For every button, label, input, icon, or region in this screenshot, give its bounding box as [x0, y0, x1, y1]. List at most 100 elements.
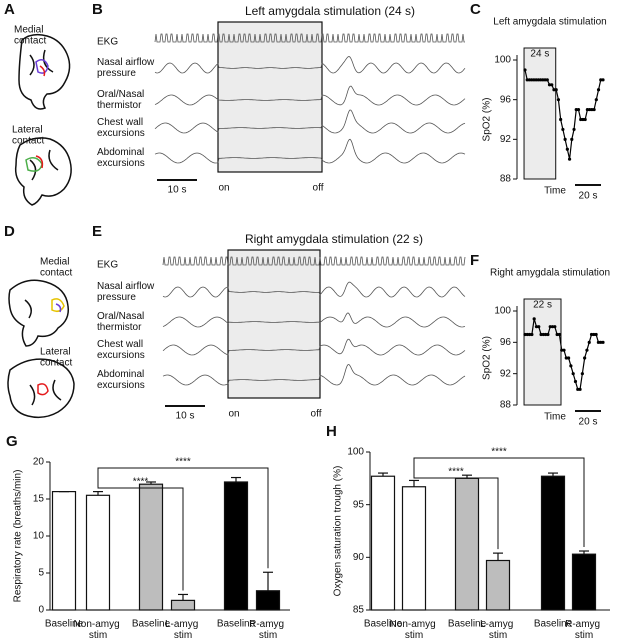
trace-label: pressure [97, 68, 136, 79]
spo2-point [594, 332, 598, 337]
y-tick-label: 100 [494, 306, 511, 317]
spo2-point [599, 340, 603, 344]
stimulation-window [523, 298, 562, 406]
y-tick-label: 88 [500, 174, 512, 185]
x-axis-label: Time [544, 412, 566, 423]
trace-waveform [154, 109, 466, 134]
spo2-point [525, 332, 529, 337]
spo2-point [585, 348, 589, 352]
panel-title: Right amygdala stimulation (22 s) [245, 232, 423, 246]
trace-label: Chest wall [97, 339, 143, 350]
spo2-point [552, 88, 556, 92]
spo2-point [578, 387, 582, 391]
spo2-point [588, 107, 592, 112]
y-axis-label: SpO2 (%) [482, 98, 493, 142]
bar [85, 494, 111, 611]
panel-letter: E [92, 223, 102, 240]
significance-label: **** [175, 457, 191, 468]
trace-waveform [162, 364, 466, 386]
trace-label: Abdominal [97, 369, 144, 380]
significance-label: **** [448, 467, 464, 478]
x-axis-label: Time [544, 186, 566, 197]
trace-label: EKG [97, 260, 118, 271]
y-tick-label: 0 [38, 605, 44, 616]
bar [540, 475, 566, 611]
trace-label: excursions [97, 158, 145, 169]
spo2-point [545, 78, 549, 82]
spo2-point [527, 78, 532, 82]
stim-on-label: on [218, 183, 229, 194]
x-tick-label: L-amyg stim [165, 619, 201, 640]
trace-label: excursions [97, 128, 145, 139]
trace-label: thermistor [97, 100, 142, 111]
stimulation-window [227, 249, 321, 399]
significance-label: **** [491, 447, 507, 458]
x-tick-label: Baseline [534, 619, 573, 630]
spo2-point [570, 137, 574, 141]
trace-label: excursions [97, 380, 145, 391]
contact-highlights [25, 59, 65, 396]
trace-label: Nasal airflow [97, 281, 155, 292]
spo2-point [532, 317, 536, 321]
y-tick-label: 15 [33, 494, 45, 505]
stim-off-label: off [311, 409, 322, 420]
spo2-point [566, 356, 571, 360]
spo2-point [532, 78, 536, 82]
contact-label: Lateral [40, 347, 71, 358]
spo2-point [567, 157, 572, 161]
spo2-point [594, 98, 598, 102]
trace-label: Abdominal [97, 147, 144, 158]
spo2-point [601, 340, 605, 344]
x-tick-label: Baseline [364, 619, 403, 630]
panel-title: Left amygdala stimulation (24 s) [245, 4, 415, 18]
x-tick-label: Baseline [132, 619, 171, 630]
stimulation-duration: 22 s [533, 300, 552, 311]
panel-letter: A [4, 1, 15, 18]
spo2-point [579, 117, 583, 122]
spo2-point [564, 356, 568, 360]
y-axis-label: Respiratory rate (breaths/min) [13, 470, 24, 603]
panel-letter: G [6, 433, 18, 450]
scale-bar-label: 20 s [579, 191, 598, 202]
spo2-point [590, 107, 594, 112]
panel-letter: C [470, 1, 481, 18]
y-axis-label: Oxygen saturation trough (%) [333, 466, 344, 597]
contact-label: contact [12, 136, 44, 147]
spo2-point [550, 325, 555, 329]
spo2-point [559, 117, 563, 122]
spo2-point [539, 78, 543, 82]
y-tick-label: 92 [500, 368, 512, 379]
significance-bracket [413, 476, 499, 550]
scale-bar-label: 10 s [168, 185, 187, 196]
spo2-point [560, 348, 564, 352]
spo2-point [554, 88, 558, 92]
spo2-point [596, 88, 601, 92]
spo2-point [553, 325, 557, 329]
y-axis-label: SpO2 (%) [482, 336, 493, 380]
spo2-point [592, 332, 596, 337]
spo2-point [562, 348, 566, 352]
spo2-point [592, 107, 596, 112]
spo2-point [573, 379, 578, 384]
trace-label: Oral/Nasal [97, 311, 144, 322]
trace-waveform [154, 85, 466, 106]
x-tick-label: Baseline [217, 619, 256, 630]
trace-waveform [154, 56, 466, 74]
contact-label: Medial [14, 25, 43, 36]
bar [370, 475, 396, 611]
bar [485, 559, 511, 611]
significance-bracket [97, 487, 184, 591]
panel-letter: D [4, 223, 15, 240]
y-tick-label: 20 [33, 457, 45, 468]
y-tick-label: 92 [500, 134, 512, 145]
spo2-point [599, 78, 603, 82]
spo2-point [546, 332, 550, 337]
y-tick-label: 100 [347, 447, 364, 458]
y-tick-label: 96 [500, 337, 512, 348]
contact-label: contact [14, 36, 46, 47]
spo2-point [525, 78, 529, 82]
y-tick-label: 88 [500, 400, 512, 411]
trace-label: Nasal airflow [97, 57, 155, 68]
x-tick-label: Non-amyg stim [74, 619, 123, 640]
